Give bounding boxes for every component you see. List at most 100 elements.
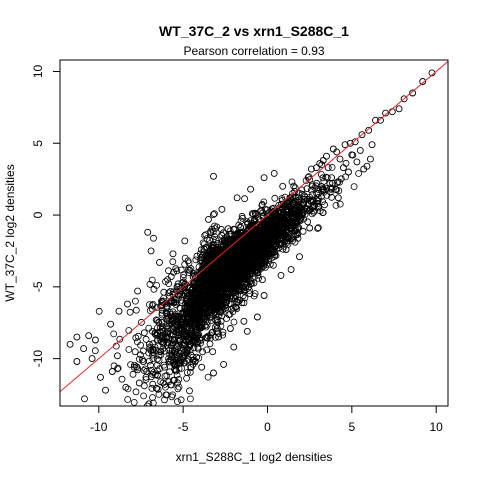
- data-point: [129, 370, 137, 378]
- data-point: [279, 209, 287, 217]
- data-point: [204, 292, 212, 300]
- data-point: [201, 310, 209, 318]
- data-point: [333, 148, 341, 156]
- data-point: [124, 396, 132, 403]
- data-point: [167, 358, 175, 366]
- data-point: [187, 364, 195, 371]
- data-point: [250, 292, 258, 300]
- data-point: [254, 252, 262, 260]
- data-point: [318, 185, 326, 193]
- y-axis-label: WT_37C_2 log2 densities: [3, 164, 17, 301]
- data-point: [147, 361, 154, 369]
- data-point: [140, 329, 148, 337]
- data-point: [339, 164, 347, 172]
- data-point: [304, 218, 312, 226]
- data-point: [212, 311, 220, 319]
- data-point: [177, 266, 185, 274]
- data-point: [258, 264, 266, 272]
- data-point: [210, 369, 217, 377]
- data-point: [169, 250, 177, 258]
- data-point: [199, 348, 207, 356]
- data-point: [230, 343, 238, 351]
- data-point: [175, 383, 183, 391]
- data-point: [219, 328, 227, 336]
- data-point: [95, 307, 103, 315]
- data-point: [156, 365, 164, 373]
- data-point: [211, 323, 219, 331]
- data-point: [214, 239, 222, 247]
- data-point: [154, 371, 161, 379]
- data-point: [233, 281, 241, 289]
- data-point: [328, 174, 336, 182]
- data-point: [291, 184, 299, 192]
- data-point: [221, 249, 229, 257]
- data-point: [130, 398, 138, 406]
- data-point: [236, 269, 244, 276]
- data-point: [118, 375, 126, 383]
- data-point: [201, 322, 209, 330]
- data-point: [125, 346, 133, 353]
- data-point: [153, 367, 161, 375]
- data-point: [238, 275, 246, 283]
- data-point: [108, 368, 116, 375]
- data-point: [377, 116, 384, 124]
- data-point: [312, 182, 320, 190]
- data-point: [174, 280, 182, 288]
- data-point: [316, 159, 324, 167]
- data-point: [328, 193, 336, 201]
- data-point: [280, 210, 288, 218]
- data-point: [350, 183, 358, 191]
- data-point: [171, 336, 179, 344]
- data-point: [197, 339, 205, 347]
- data-point: [358, 131, 366, 139]
- data-point: [233, 249, 241, 257]
- data-point: [244, 219, 252, 227]
- data-point: [198, 363, 206, 371]
- data-point: [382, 109, 390, 117]
- data-point: [259, 244, 267, 252]
- data-point: [167, 356, 175, 364]
- dense-point-cloud: [81, 151, 363, 406]
- data-point: [236, 250, 244, 258]
- data-point: [144, 228, 152, 236]
- data-point: [174, 385, 182, 393]
- data-point: [162, 309, 170, 317]
- data-point: [172, 320, 180, 328]
- data-point: [202, 231, 210, 239]
- data-point: [186, 368, 194, 376]
- data-point: [203, 346, 211, 354]
- data-point: [279, 224, 287, 232]
- data-point: [110, 330, 118, 338]
- data-point: [171, 350, 178, 357]
- data-point: [158, 325, 166, 333]
- data-point: [200, 240, 208, 248]
- data-point: [124, 385, 132, 393]
- data-point: [226, 227, 234, 235]
- data-point: [248, 210, 256, 218]
- data-point: [291, 217, 299, 224]
- data-point: [161, 383, 169, 391]
- data-point: [220, 360, 228, 368]
- data-point: [162, 304, 170, 312]
- data-point: [224, 265, 232, 273]
- data-point: [182, 297, 190, 305]
- data-point: [231, 292, 239, 299]
- data-point: [237, 276, 245, 284]
- data-point: [205, 249, 213, 257]
- data-point: [116, 335, 124, 343]
- data-point: [202, 264, 210, 272]
- data-point: [216, 269, 224, 277]
- data-point: [212, 298, 220, 306]
- data-point: [214, 260, 222, 268]
- data-point: [252, 234, 260, 242]
- data-point: [202, 323, 210, 331]
- data-point: [158, 309, 166, 317]
- data-point: [244, 272, 251, 280]
- data-point: [295, 189, 303, 197]
- data-point: [243, 327, 251, 335]
- data-point: [237, 245, 245, 253]
- data-point: [177, 396, 185, 404]
- data-point: [242, 250, 250, 258]
- data-point: [309, 202, 317, 210]
- data-point: [365, 126, 373, 134]
